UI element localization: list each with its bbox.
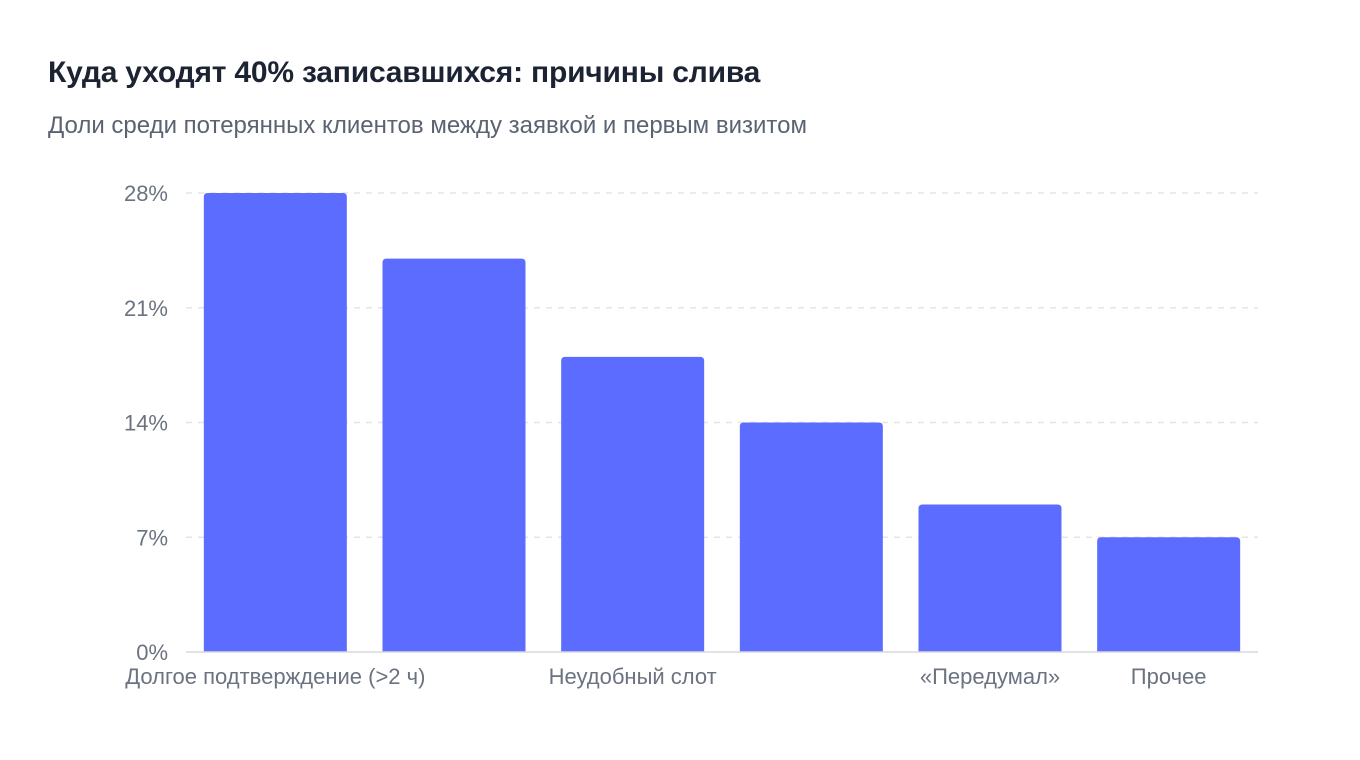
y-tick-label: 14% (124, 411, 168, 436)
grid-lines (186, 192, 1258, 538)
x-tick-label: «Передумал» (920, 664, 1060, 689)
y-axis-ticks: 0% 7% 14% 21% 28% (124, 181, 168, 665)
bar (739, 422, 883, 652)
x-axis-labels: Долгое подтверждение (>2 ч) Неудобный сло… (125, 664, 1206, 689)
x-tick-label: Долгое подтверждение (>2 ч) (125, 664, 425, 689)
y-tick-label: 7% (136, 525, 168, 550)
x-tick-label: Прочее (1131, 664, 1207, 689)
bar (918, 504, 1062, 652)
x-tick-label: Неудобный слот (549, 664, 717, 689)
chart-subtitle: Доли среди потерянных клиентов между зая… (48, 112, 807, 139)
bar (561, 356, 705, 652)
bar (1097, 537, 1241, 652)
y-tick-label: 21% (124, 296, 168, 321)
y-tick-label: 28% (124, 181, 168, 206)
chart-title: Куда уходят 40% записавшихся: причины сл… (48, 56, 761, 89)
bar (382, 258, 526, 652)
y-tick-label: 0% (136, 640, 168, 665)
bars (203, 193, 1241, 652)
bar (203, 193, 347, 652)
